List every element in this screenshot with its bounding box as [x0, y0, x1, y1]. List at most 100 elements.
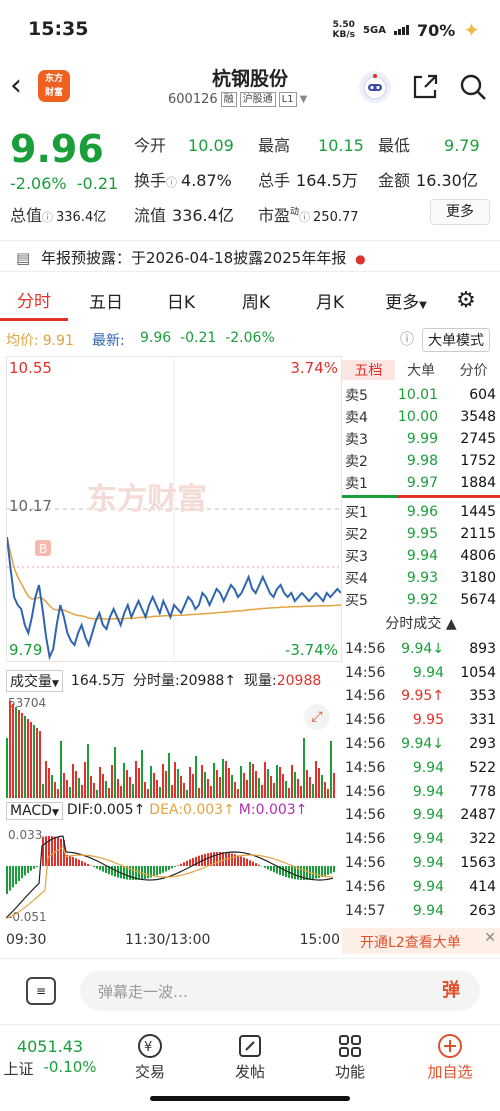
volume-bar: [144, 782, 146, 798]
tick-row: 14:56 9.94 322: [345, 831, 496, 848]
macd-bar: [183, 862, 185, 866]
tab-five-levels[interactable]: 五档: [342, 360, 395, 380]
tab-monthly-k[interactable]: 月K: [315, 292, 345, 313]
volume-chart[interactable]: 成交量▼ 164.5万 分时量:20988↑ 现量:20988 53704 ⤢: [0, 668, 342, 798]
price-chart-svg: 东方财富 B: [7, 357, 341, 661]
time-mid: 11:30/13:00: [125, 932, 211, 948]
macd-bar: [252, 861, 254, 866]
index-ticker[interactable]: 4051.43 上证 -0.10%: [0, 1025, 100, 1111]
book-level[interactable]: 卖3 9.99 2745: [345, 431, 496, 448]
volume-bar: [312, 784, 314, 798]
back-chevron-icon[interactable]: ‹: [10, 68, 22, 103]
macd-bar: [186, 860, 188, 866]
volume-bar: [108, 788, 110, 798]
danmu-list-icon[interactable]: ≡: [26, 977, 56, 1005]
info-icon[interactable]: ⓘ: [42, 211, 54, 224]
ticks-title[interactable]: 分时成交 ▲: [385, 616, 457, 632]
volume-row: 总手 164.5万: [258, 171, 358, 190]
volume-bar: [324, 782, 326, 798]
expand-icon[interactable]: ⤢: [304, 704, 330, 730]
macd-bar: [27, 866, 29, 873]
notice-text: 年报预披露：于2026-04-18披露2025年年报: [40, 249, 347, 267]
tab-weekly-k[interactable]: 周K: [241, 292, 271, 313]
stock-code-row[interactable]: 600126 融 沪股通 L1 ▼: [168, 92, 307, 107]
volume-bar: [105, 781, 107, 798]
tab-big-orders[interactable]: 大单: [407, 363, 435, 379]
macd-bar: [294, 866, 296, 880]
volume-bar: [192, 774, 194, 798]
volume-bar: [81, 785, 83, 798]
buy-marker-badge[interactable]: [35, 540, 51, 556]
tab-more[interactable]: 更多▼: [385, 292, 427, 313]
nav-functions[interactable]: 功能: [300, 1025, 400, 1111]
volume-bar: [276, 765, 278, 798]
book-level[interactable]: 卖5 10.01 604: [345, 387, 496, 404]
tab-daily-k[interactable]: 日K: [166, 292, 196, 313]
volume-bar: [162, 764, 164, 798]
volume-bar: [219, 777, 221, 798]
turnover-row: 换手ⓘ 4.87%: [134, 171, 232, 190]
macd-bar: [48, 836, 50, 866]
network-label: 5GA: [363, 24, 386, 36]
danmu-input[interactable]: 弹幕走一波…: [80, 971, 480, 1011]
macd-bar: [189, 859, 191, 866]
volume-bar: [255, 771, 257, 798]
volume-indicator-select[interactable]: 成交量▼: [6, 670, 63, 692]
book-level[interactable]: 买1 9.96 1445: [345, 504, 496, 521]
macd-indicator-select[interactable]: MACD▼: [6, 802, 63, 820]
macd-bar: [333, 866, 335, 873]
search-icon[interactable]: [458, 72, 488, 102]
danmu-send-button[interactable]: 弹: [442, 980, 460, 1001]
macd-bar: [165, 866, 167, 872]
volume-bar: [24, 716, 26, 798]
tab-five-day[interactable]: 五日: [89, 292, 123, 313]
volume-bar: [78, 778, 80, 798]
intraday-price-chart[interactable]: 东方财富 B 10.55 3.74% 10.17 9.79 -3.74%: [6, 356, 342, 662]
help-icon[interactable]: ⓘ: [400, 332, 414, 348]
volume-bar: [138, 768, 140, 798]
book-level[interactable]: 卖4 10.00 3548: [345, 409, 496, 426]
settings-gear-icon[interactable]: ⚙: [456, 287, 476, 313]
book-level[interactable]: 买2 9.95 2115: [345, 526, 496, 543]
price-change: -2.06% -0.21: [10, 174, 119, 193]
share-icon[interactable]: [410, 72, 440, 102]
robot-avatar-icon[interactable]: [358, 70, 392, 104]
more-quote-button[interactable]: 更多: [430, 199, 490, 225]
book-level[interactable]: 买4 9.93 3180: [345, 570, 496, 587]
tab-intraday[interactable]: 分时: [0, 287, 68, 321]
volume-bar: [147, 789, 149, 798]
volume-bar: [198, 788, 200, 798]
info-icon[interactable]: ⓘ: [166, 176, 178, 189]
nav-post[interactable]: 发帖: [200, 1025, 300, 1111]
book-level[interactable]: 卖1 9.97 1884: [345, 475, 496, 492]
nav-add-watchlist[interactable]: 加自选: [400, 1025, 500, 1111]
open-row: 今开 10.09: [134, 136, 234, 155]
book-level[interactable]: 卖2 9.98 1752: [345, 453, 496, 470]
macd-bar: [18, 866, 20, 882]
tab-price-dist[interactable]: 分价: [459, 363, 488, 379]
stock-code: 600126: [168, 92, 218, 107]
big-order-mode-button[interactable]: 大单模式: [422, 328, 490, 352]
info-icon[interactable]: ⓘ: [299, 211, 311, 224]
nav-trade[interactable]: ¥ 交易: [100, 1025, 200, 1111]
volume-bar: [285, 781, 287, 798]
macd-bar: [213, 852, 215, 866]
volume-total: 164.5万: [70, 673, 126, 689]
macd-chart[interactable]: MACD▼ DIF:0.005↑ DEA:0.003↑ M:0.003↑ 0.0…: [0, 798, 342, 928]
volume-bar: [18, 710, 20, 798]
close-icon[interactable]: ✕: [484, 930, 496, 946]
volume-bar: [261, 785, 263, 798]
macd-bar: [180, 863, 182, 866]
macd-bar: [282, 866, 284, 877]
macd-bar: [60, 838, 62, 866]
annual-report-notice[interactable]: ▤ 年报预披露：于2026-04-18披露2025年年报 ●: [0, 240, 500, 272]
tick-list[interactable]: 14:56 9.94↓ 893 14:56 9.94 1054 14:56 9.95↑ 353 1…: [342, 637, 500, 923]
volume-bar: [51, 775, 53, 798]
pct-axis-bottom: -3.74%: [284, 641, 338, 659]
book-level[interactable]: 买3 9.94 4806: [345, 548, 496, 565]
book-level[interactable]: 买5 9.92 5674: [345, 592, 496, 609]
volume-bar: [42, 784, 44, 798]
l2-upgrade-banner[interactable]: 开通L2查看大单 ✕: [342, 928, 500, 954]
macd-bar: [195, 856, 197, 866]
net-speed: 5.50 KB/s: [332, 20, 356, 40]
